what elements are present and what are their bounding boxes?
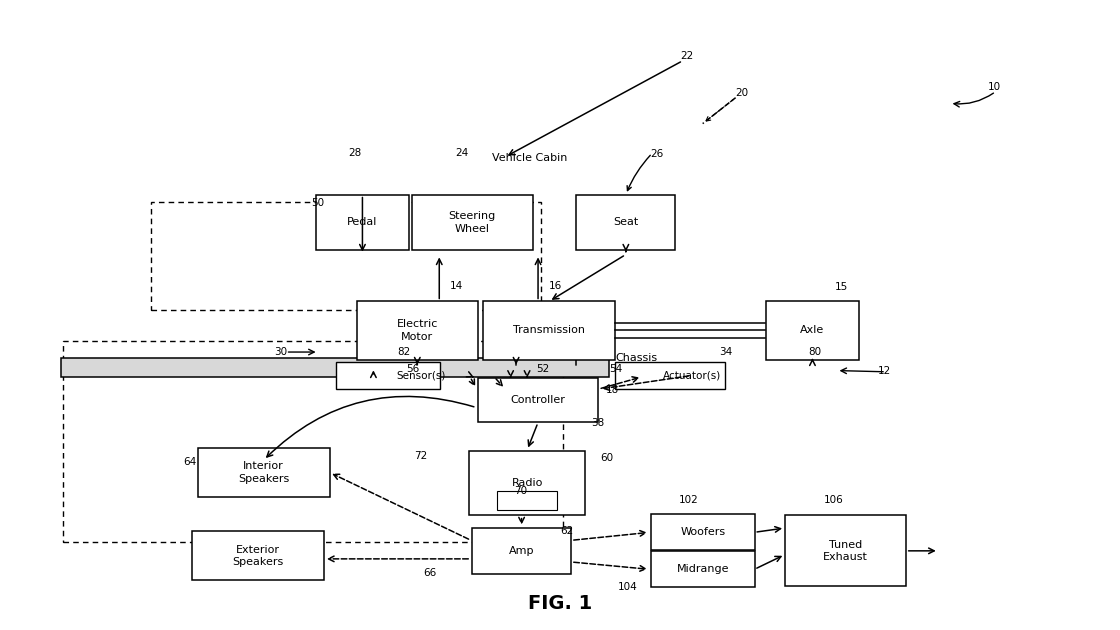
Text: Axle: Axle [801, 326, 824, 335]
Text: 14: 14 [450, 281, 464, 291]
Text: 15: 15 [834, 282, 848, 292]
Text: Controller: Controller [511, 395, 566, 405]
Text: 62: 62 [560, 526, 573, 536]
Text: 34: 34 [719, 347, 732, 357]
Text: 18: 18 [606, 386, 619, 395]
Bar [193, 531, 324, 580]
Bar [497, 491, 557, 510]
Text: Vehicle Cabin: Vehicle Cabin [492, 152, 568, 163]
Text: 52: 52 [535, 364, 549, 374]
Text: 24: 24 [456, 148, 469, 158]
Text: 12: 12 [878, 365, 892, 375]
Bar [577, 195, 675, 250]
Bar [198, 448, 329, 497]
Text: 56: 56 [407, 364, 420, 374]
Text: Pedal: Pedal [347, 217, 377, 227]
Text: Interior
Speakers: Interior Speakers [239, 461, 289, 484]
Text: Transmission: Transmission [513, 326, 585, 335]
Bar [412, 195, 532, 250]
Text: Actuator(s): Actuator(s) [663, 370, 721, 381]
Text: Sensor(s): Sensor(s) [395, 370, 446, 381]
Bar [60, 358, 609, 377]
Text: 16: 16 [549, 281, 562, 291]
Text: Seat: Seat [614, 217, 638, 227]
Bar [651, 551, 755, 587]
Bar [151, 202, 541, 311]
Text: Radio: Radio [512, 478, 543, 488]
Bar [477, 378, 598, 423]
Text: 106: 106 [823, 495, 843, 505]
Bar [64, 341, 562, 542]
Bar [336, 362, 440, 389]
Bar [766, 301, 859, 360]
Text: 82: 82 [398, 347, 411, 357]
Text: 10: 10 [988, 81, 1001, 91]
Text: Electric
Motor: Electric Motor [396, 319, 438, 341]
Text: Amp: Amp [508, 546, 534, 556]
Bar [785, 515, 906, 587]
Bar [316, 195, 409, 250]
Text: 72: 72 [414, 451, 427, 461]
Bar [651, 515, 755, 550]
Bar [469, 450, 585, 515]
Text: 66: 66 [422, 568, 436, 578]
Text: Steering
Wheel: Steering Wheel [449, 211, 496, 234]
Text: Chassis: Chassis [616, 353, 657, 364]
Text: 30: 30 [274, 347, 288, 357]
Text: Midrange: Midrange [676, 564, 729, 575]
Text: 70: 70 [514, 486, 528, 496]
Text: 28: 28 [348, 148, 362, 158]
Text: 20: 20 [736, 88, 749, 98]
Text: 26: 26 [650, 149, 663, 159]
Text: 102: 102 [679, 495, 698, 505]
Text: Woofers: Woofers [680, 527, 726, 537]
Text: 22: 22 [681, 50, 694, 60]
Text: 80: 80 [808, 347, 821, 357]
Bar [357, 301, 477, 360]
Bar [473, 528, 571, 574]
Text: 104: 104 [618, 581, 638, 592]
Text: 54: 54 [609, 364, 623, 374]
Text: Exterior
Speakers: Exterior Speakers [233, 544, 283, 567]
Bar [483, 301, 615, 360]
Text: 50: 50 [311, 198, 324, 208]
Text: 60: 60 [600, 453, 614, 463]
Bar [615, 362, 725, 389]
Text: FIG. 1: FIG. 1 [528, 595, 592, 614]
Text: 38: 38 [590, 418, 604, 428]
Text: 64: 64 [184, 457, 197, 467]
Text: Tuned
Exhaust: Tuned Exhaust [823, 540, 868, 562]
